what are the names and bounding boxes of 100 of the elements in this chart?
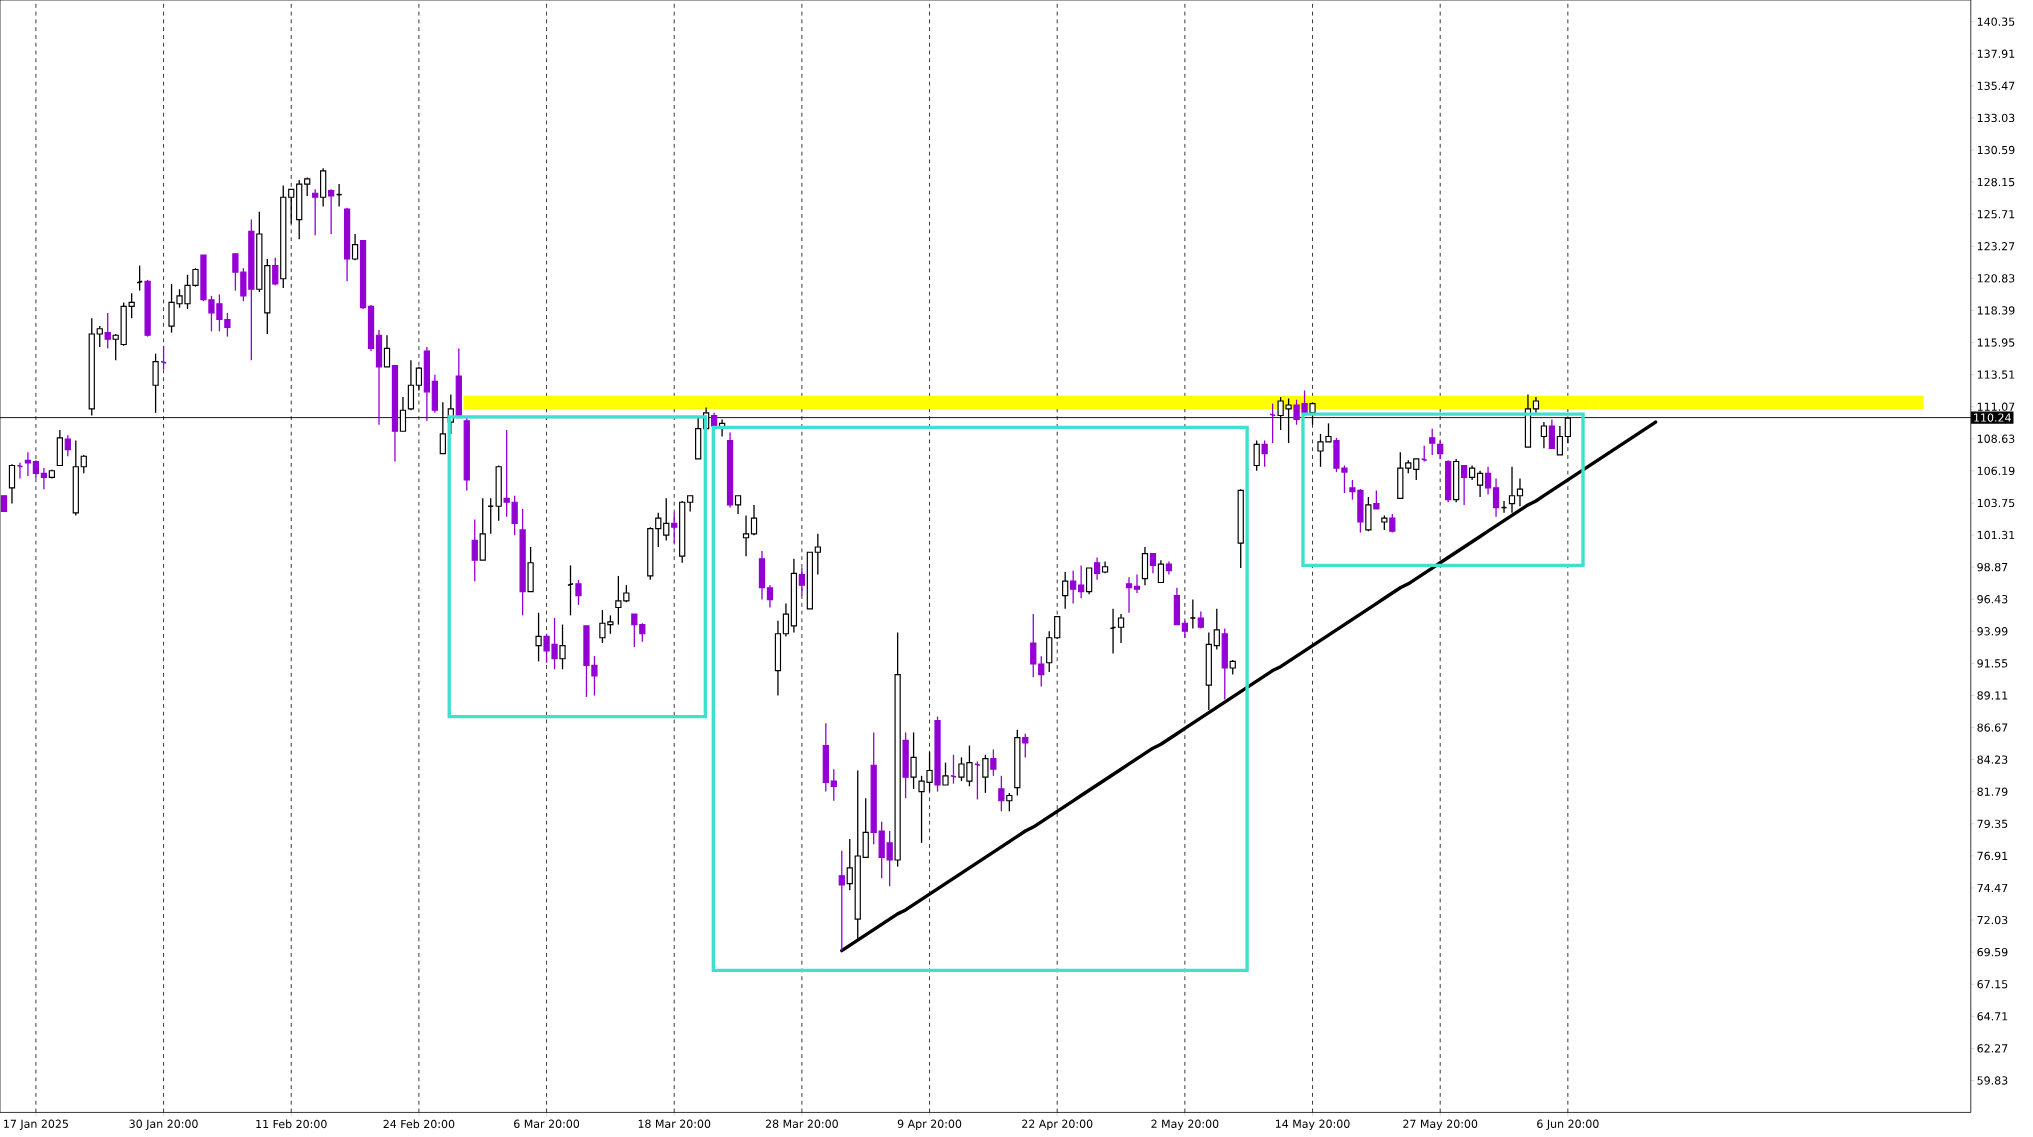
y-tick-label: 59.83 [1977, 1076, 2008, 1085]
candlestick [1460, 464, 1468, 506]
candlestick [1093, 556, 1101, 581]
y-tick-label: 130.59 [1977, 145, 2015, 155]
candlestick [750, 504, 758, 536]
candlestick [1429, 427, 1436, 456]
candlestick [1117, 613, 1125, 644]
candlestick [1389, 513, 1396, 534]
candlestick [1022, 733, 1029, 759]
y-tick-label: 120.83 [1977, 274, 2015, 283]
candlestick [559, 623, 566, 670]
candlestick [1476, 470, 1484, 498]
candlestick [782, 602, 790, 638]
y-tick-label: 74.47 [1977, 883, 2008, 892]
candlestick [950, 754, 957, 785]
y-tick-label: 69.59 [1977, 947, 2008, 957]
y-tick-label: 113.51 [1977, 370, 2015, 379]
x-tick-label: 6 Jun 20:00 [1537, 1119, 1599, 1130]
candlestick [838, 850, 845, 952]
candlestick [1373, 489, 1380, 510]
x-tick-label: 24 Feb 20:00 [383, 1119, 455, 1129]
candlestick [766, 584, 774, 609]
candlestick [671, 512, 678, 544]
y-tick-label: 93.99 [1977, 627, 2008, 636]
y-tick-label: 133.03 [1977, 113, 2015, 123]
candlestick [1484, 466, 1492, 496]
candlestick [16, 462, 24, 480]
candlestick [415, 366, 423, 392]
y-tick-label: 111.07 [1977, 402, 2015, 411]
y-tick-label: 76.91 [1977, 851, 2008, 861]
candlestick [575, 579, 582, 606]
candlestick [567, 564, 574, 616]
y-tick-label: 101.31 [1977, 530, 2015, 540]
candlestick [152, 353, 159, 414]
candlestick [1149, 552, 1157, 574]
candlestick [1133, 573, 1141, 594]
y-tick-label: 106.19 [1977, 466, 2015, 475]
candlestick [1157, 559, 1165, 584]
candlestick [798, 567, 806, 597]
candlestick [96, 325, 103, 348]
candlestick [1070, 569, 1077, 605]
candlestick [327, 188, 335, 235]
candlestick [160, 345, 167, 371]
candlestick [383, 334, 391, 368]
ref-line-label: 110.24 [1974, 413, 2011, 422]
y-tick-label: 128.15 [1977, 177, 2015, 187]
candlestick [272, 257, 279, 286]
y-tick-label: 86.67 [1977, 723, 2008, 732]
candlestick [734, 495, 742, 515]
candlestick [990, 748, 997, 777]
candlestick [1437, 439, 1444, 460]
y-tick-label: 96.43 [1977, 595, 2008, 604]
candlestick [1556, 425, 1564, 456]
y-tick-label: 140.35 [1977, 17, 2015, 26]
y-tick-label: 79.35 [1977, 819, 2008, 828]
y-tick-label: 123.27 [1977, 242, 2015, 251]
candlestick [1261, 439, 1268, 468]
candlestick [471, 518, 478, 582]
x-tick-label: 18 Mar 20:00 [638, 1119, 711, 1128]
candlestick [1038, 655, 1045, 687]
y-tick-label: 81.79 [1977, 787, 2008, 796]
candlestick [742, 514, 750, 557]
x-tick-label: 9 Apr 20:00 [897, 1119, 962, 1131]
candlestick [663, 497, 670, 542]
candlestick [104, 312, 111, 350]
candlestick [1213, 608, 1220, 651]
x-tick-label: 28 Mar 20:00 [765, 1119, 838, 1128]
x-tick-label: 17 Jan 2025 [4, 1119, 68, 1130]
candlestick [1269, 402, 1276, 444]
candlestick [351, 233, 359, 261]
x-tick-label: 27 May 20:00 [1403, 1119, 1478, 1131]
candlestick [40, 467, 48, 490]
y-tick-label: 137.91 [1977, 49, 2015, 58]
candlestick [998, 775, 1005, 812]
candlestick [1189, 598, 1197, 630]
y-tick-label: 125.71 [1977, 209, 2015, 219]
x-tick-label: 22 Apr 20:00 [1022, 1119, 1093, 1131]
candlestick [1109, 608, 1117, 655]
y-tick-label: 62.27 [1977, 1044, 2008, 1053]
candlestick [1006, 792, 1013, 812]
y-tick-label: 67.15 [1977, 980, 2008, 989]
candlestick [64, 434, 71, 457]
candlestick [1516, 477, 1524, 507]
candlestick [910, 731, 917, 790]
candlestick [1125, 576, 1133, 614]
candlestick [1062, 571, 1069, 610]
y-tick-label: 103.75 [1977, 498, 2015, 508]
candlestick [846, 838, 853, 891]
y-tick-label: 108.63 [1977, 434, 2015, 443]
candlestick [982, 754, 989, 794]
candlestick [1413, 458, 1420, 481]
y-tick-label: 72.03 [1977, 915, 2008, 925]
x-tick-label: 2 May 20:00 [1151, 1119, 1219, 1131]
candlestick [830, 768, 837, 802]
candlestick [1085, 567, 1093, 595]
candlestick [1492, 477, 1500, 518]
candlestick [32, 459, 40, 480]
candlestick [1078, 564, 1085, 599]
y-tick-label: 118.39 [1977, 306, 2015, 315]
candlestick [487, 497, 495, 535]
